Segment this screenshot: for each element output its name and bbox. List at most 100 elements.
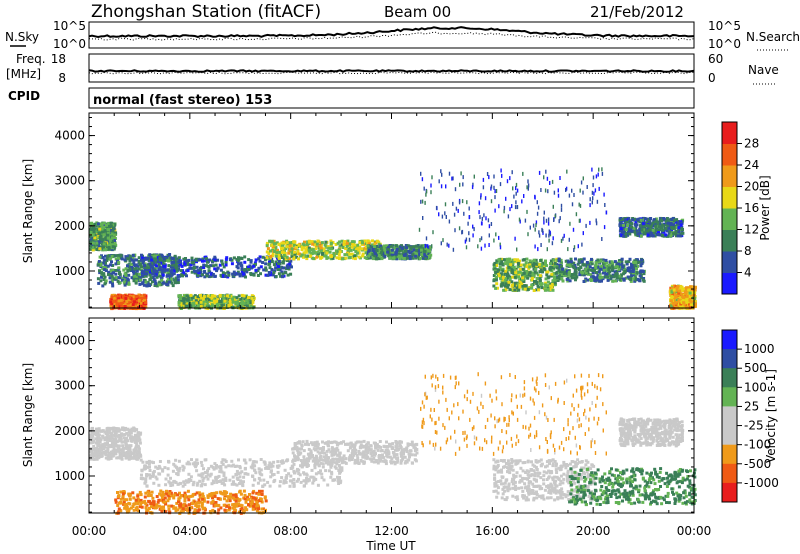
power-echo-cell <box>483 213 485 218</box>
power-echo-cell <box>391 250 395 254</box>
power-echo-cell <box>501 282 505 286</box>
power-echo-cell <box>326 245 330 249</box>
power-echo-cell <box>584 271 588 275</box>
power-echo-cell <box>567 247 569 252</box>
power-echo-cell <box>361 254 365 258</box>
nave-tick-bottom: 0 <box>708 71 716 85</box>
power-echo-cell <box>133 300 137 304</box>
power-echo-cell <box>498 268 502 271</box>
power-echo-cell <box>208 258 211 262</box>
power-echo-cell <box>562 272 566 276</box>
power-echo-cell <box>488 224 491 229</box>
power-echo-cell <box>286 273 290 277</box>
power-echo-cell <box>177 294 181 298</box>
power-echo-cell <box>638 224 642 228</box>
power-echo-cell <box>494 278 498 282</box>
power-echo-cell <box>549 230 551 235</box>
power-echo-cell <box>218 293 222 297</box>
power-echo-cell <box>265 242 269 246</box>
power-echo-cell <box>261 255 265 259</box>
power-echo-cell <box>532 223 535 228</box>
power-echo-cell <box>213 267 217 271</box>
power-echo-cell <box>528 259 532 263</box>
power-echo-cell <box>672 297 676 301</box>
power-echo-cell <box>530 283 534 287</box>
power-echo-cell <box>139 278 143 282</box>
power-echo-cell <box>638 231 642 235</box>
power-echo-cell <box>621 265 625 269</box>
colorbar-tick-label: 20 <box>744 180 759 194</box>
power-echo-cell <box>111 281 114 285</box>
power-echo-cell <box>523 194 525 198</box>
power-echo-cell <box>511 261 515 265</box>
power-echo-cell <box>662 217 666 220</box>
power-echo-cell <box>338 240 342 244</box>
power-echo-cell <box>461 230 463 235</box>
power-echo-cell <box>452 201 454 206</box>
power-echo-cell <box>367 254 371 258</box>
power-echo-cell <box>640 225 644 229</box>
power-echo-cell <box>151 266 155 270</box>
nsky-tick-bottom: 10^0 <box>53 37 86 51</box>
power-echo-cell <box>402 247 406 251</box>
power-echo-cell <box>675 286 678 290</box>
power-echo-cell <box>214 263 218 267</box>
power-echo-cell <box>518 283 522 287</box>
power-echo-cell <box>537 247 539 252</box>
power-echo-cell <box>190 256 194 260</box>
power-echo-cell <box>612 275 616 279</box>
power-echo-cell <box>581 242 583 247</box>
power-echo-cell <box>468 215 470 220</box>
power-echo-cell <box>641 222 645 226</box>
power-echo-cell <box>622 277 626 281</box>
power-echo-cell <box>206 296 210 300</box>
power-echo-cell <box>552 204 554 209</box>
power-echo-cell <box>564 259 568 263</box>
power-echo-cell <box>539 259 543 262</box>
power-echo-cell <box>120 257 124 261</box>
power-echo-cell <box>117 305 121 309</box>
power-echo-cell <box>232 256 236 260</box>
power-echo-cell <box>396 254 400 258</box>
power-echo-cell <box>511 204 513 209</box>
power-echo-cell <box>507 274 511 278</box>
power-echo-cell <box>600 275 604 279</box>
power-echo-cell <box>685 300 689 304</box>
power-echo-cell <box>252 273 256 277</box>
power-echo-cell <box>620 233 624 237</box>
power-echo-cell <box>542 267 546 271</box>
power-echo-cell <box>256 269 260 272</box>
power-echo-cell <box>216 297 220 301</box>
power-echo-cell <box>155 284 159 288</box>
y-tick-label: 1000 <box>54 264 85 278</box>
power-echo-cell <box>526 288 530 291</box>
power-echo-cell <box>552 271 556 275</box>
power-echo-cell <box>507 280 511 284</box>
power-echo-cell <box>415 248 419 252</box>
power-echo-cell <box>673 301 677 305</box>
power-echo-cell <box>150 258 154 262</box>
power-echo-cell <box>249 259 253 263</box>
power-echo-cell <box>420 245 424 249</box>
power-echo-cell <box>544 259 547 263</box>
power-echo-cell <box>684 298 688 302</box>
power-echo-cell <box>168 274 172 278</box>
power-echo-cell <box>495 259 499 263</box>
power-echo-cell <box>589 203 591 208</box>
power-echo-cell <box>665 217 669 220</box>
power-echo-cell <box>532 271 535 275</box>
power-echo-cell <box>532 259 536 263</box>
power-echo-cell <box>676 230 680 234</box>
power-echo-cell <box>184 257 187 260</box>
power-echo-cell <box>505 274 509 278</box>
power-echo-cell <box>538 276 542 280</box>
power-echo-cell <box>328 250 332 254</box>
power-echo-cell <box>341 246 345 249</box>
power-echo-cell <box>142 271 146 275</box>
power-echo-cell <box>688 298 692 302</box>
power-echo-cell <box>103 258 107 262</box>
power-echo-cell <box>618 277 622 281</box>
power-echo-cell <box>505 196 507 201</box>
power-echo-cell <box>187 304 190 308</box>
